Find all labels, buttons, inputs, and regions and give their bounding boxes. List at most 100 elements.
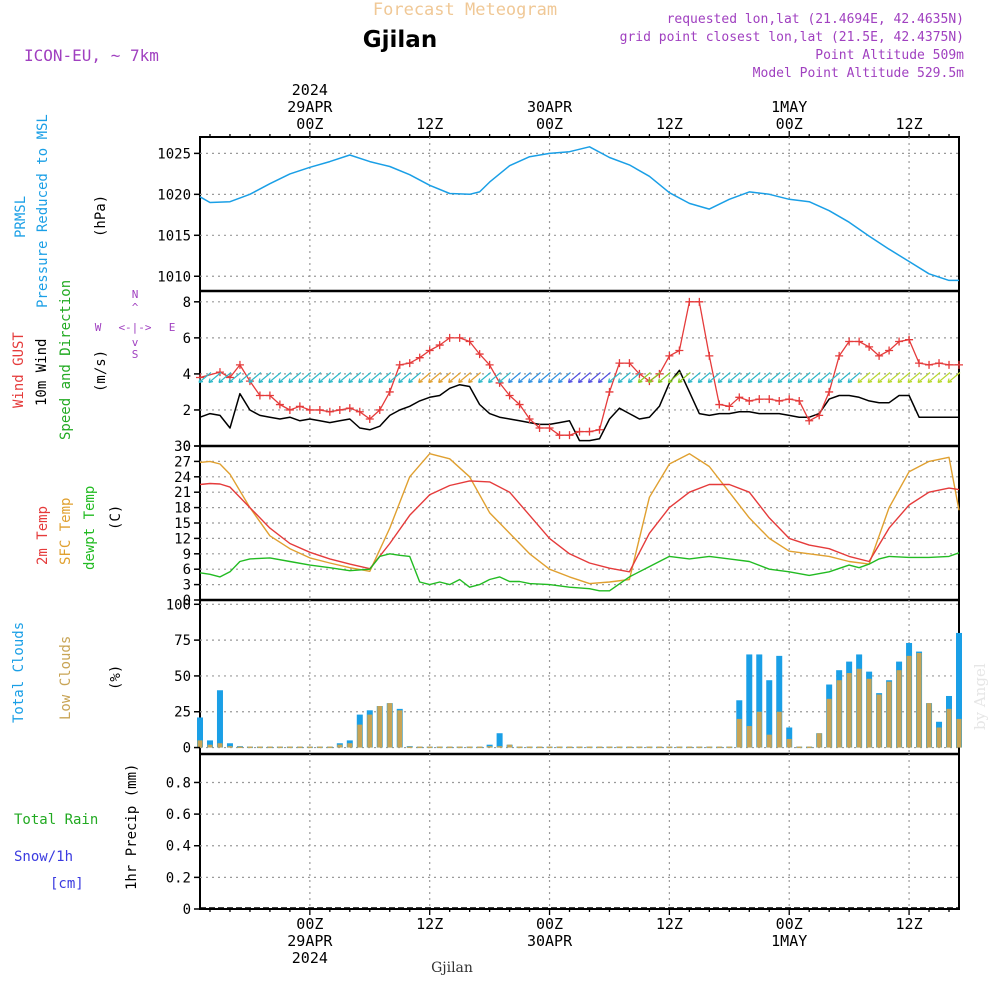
temp-ytick-label: 0: [183, 593, 191, 609]
low-clouds-bar: [746, 726, 752, 748]
low-clouds-bar: [906, 655, 912, 748]
wind-gust-marker: [315, 405, 324, 414]
low-clouds-bar: [896, 670, 902, 748]
wind-gust-marker: [405, 359, 414, 368]
wind-direction-arrow: [777, 372, 791, 384]
low-clouds-bar: [736, 718, 742, 748]
low-clouds-bar: [716, 746, 722, 749]
clouds-ytick-label: 75: [174, 633, 191, 649]
wind-gust-line: [199, 301, 959, 436]
low-clouds-bar: [636, 746, 642, 749]
wind-gust-marker: [525, 414, 534, 423]
precip-label-snow: Snow/1h: [14, 849, 73, 865]
wind-direction-arrow: [278, 372, 292, 384]
low-clouds-bar: [487, 746, 493, 748]
wind-ytick-label: 8: [183, 295, 191, 311]
wind-direction-arrow: [338, 372, 352, 384]
wind-gust-marker: [805, 416, 814, 425]
wind-gust-marker: [365, 414, 374, 423]
wind-direction-arrow: [857, 372, 871, 384]
clouds-label-total: Total Clouds: [11, 622, 27, 723]
wind-direction-arrow: [488, 372, 501, 384]
wind-direction-arrow: [647, 372, 661, 384]
low-clouds-bar: [676, 746, 682, 749]
pressure-unit: (hPa): [93, 195, 109, 237]
wind-gust-marker: [335, 405, 344, 414]
low-clouds-bar: [836, 680, 842, 748]
wind-gust-marker: [255, 391, 264, 400]
low-clouds-bar: [247, 746, 253, 749]
total-clouds-bar: [216, 690, 223, 748]
wind-gust-marker: [445, 333, 454, 342]
wind-direction-arrow: [458, 372, 472, 384]
wind-direction-arrow: [707, 372, 721, 384]
wind-direction-arrow: [238, 372, 252, 384]
precip-ytick-label: 0: [183, 902, 191, 918]
wind-direction-arrow: [877, 372, 891, 384]
wind-direction-arrow: [448, 372, 462, 384]
wind-gust-marker: [795, 396, 804, 405]
wind-direction-arrow: [308, 372, 322, 384]
low-clouds-bar: [307, 746, 313, 749]
temp-ytick-label: 15: [174, 516, 191, 532]
low-clouds-bar: [557, 746, 563, 749]
wind-gust-marker: [285, 405, 294, 414]
low-clouds-bar: [537, 746, 543, 749]
info-requested: requested lon,lat (21.4694E, 42.4635N): [667, 12, 964, 27]
wind-direction-arrow: [358, 372, 372, 384]
precip-ytick-label: 0.8: [166, 775, 191, 791]
pressure-ytick-label: 1025: [157, 146, 191, 162]
top-time-label: 12Z: [656, 115, 683, 133]
low-clouds-bar: [816, 733, 822, 748]
total-clouds-bar: [746, 654, 753, 748]
precip-ytick-label: 0.6: [166, 807, 191, 823]
wind-direction-arrow: [208, 372, 222, 384]
top-time-label: 00Z: [536, 115, 563, 133]
low-clouds-bar: [606, 746, 612, 749]
wind-direction-arrow: [947, 372, 961, 384]
wind-gust-marker: [915, 359, 924, 368]
wind-direction-arrow: [677, 372, 691, 384]
clouds-ytick-label: 0: [183, 741, 191, 757]
wind-direction-arrow: [917, 372, 931, 384]
low-clouds-bar: [197, 740, 203, 748]
wind-gust-marker: [455, 333, 464, 342]
pressure-labels: PRMSL Pressure Reduced to MSL (hPa): [13, 114, 109, 308]
low-clouds-bar: [467, 746, 473, 749]
low-clouds-bar: [786, 738, 792, 748]
low-clouds-bar: [527, 746, 533, 749]
low-clouds-bar: [886, 681, 892, 748]
wind-direction-arrow: [388, 372, 402, 384]
wind-gust-marker: [905, 335, 914, 344]
sfc-temp-line: [199, 453, 960, 585]
wind-ytick-label: 4: [183, 367, 191, 383]
low-clouds-bar: [876, 694, 882, 748]
wind-ytick-label: 0: [183, 439, 191, 455]
wind-gust-marker: [465, 337, 474, 346]
wind-gust-marker: [745, 396, 754, 405]
precip-ytick-label: 0.2: [166, 870, 191, 886]
wind-gust-marker: [555, 431, 564, 440]
info-point-altitude: Point Altitude 509m: [815, 48, 964, 63]
wind-direction-arrow: [218, 372, 232, 384]
wind-gust-marker: [295, 402, 304, 411]
wind-direction-arrow: [537, 372, 551, 384]
wind-gust-marker: [755, 395, 764, 404]
low-clouds-bar: [686, 746, 692, 749]
temp-label-2m: 2m Temp: [35, 506, 51, 565]
low-clouds-bar: [936, 727, 942, 748]
wind-direction-arrow: [827, 372, 841, 384]
wind-gust-marker: [705, 351, 714, 360]
model-label: ICON-EU, ~ 7km: [24, 46, 159, 65]
wind-label-10m: 10m Wind: [34, 339, 50, 406]
top-time-label: 12Z: [896, 115, 923, 133]
wind-gust-marker: [725, 402, 734, 411]
wind-gust-marker: [415, 353, 424, 362]
low-clouds-bar: [856, 668, 862, 748]
wind-gust-marker: [275, 400, 284, 409]
low-clouds-bar: [287, 746, 293, 749]
pressure-ytick-label: 1015: [157, 228, 191, 244]
temp-ytick-label: 6: [183, 562, 191, 578]
wind-gust-marker: [935, 359, 944, 368]
wind-direction-arrow: [198, 372, 212, 384]
